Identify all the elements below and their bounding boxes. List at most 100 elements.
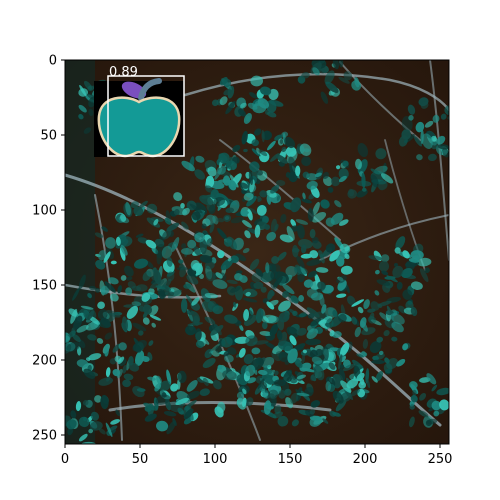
leaf — [371, 359, 385, 365]
leaf — [248, 170, 253, 185]
leaf — [306, 259, 322, 266]
leaf — [115, 409, 121, 417]
leaf — [87, 310, 95, 321]
leaf — [302, 192, 306, 200]
leaf — [66, 419, 77, 430]
leaf — [141, 356, 150, 362]
leaf — [83, 127, 92, 134]
leaf — [409, 404, 415, 410]
leaf — [284, 136, 296, 149]
leaf — [202, 377, 209, 386]
leaf — [278, 300, 291, 312]
leaf — [329, 330, 335, 337]
leaf — [132, 322, 147, 332]
leaf — [319, 294, 325, 307]
leaf — [287, 348, 298, 364]
leaf — [78, 433, 88, 442]
leaf — [419, 268, 429, 283]
leaf — [256, 205, 267, 216]
leaf — [86, 357, 91, 362]
leaf — [97, 319, 111, 329]
leaf — [362, 338, 369, 349]
leaf — [199, 388, 210, 397]
leaf — [273, 276, 283, 288]
leaf — [181, 221, 189, 230]
leaf — [330, 176, 341, 187]
leaf — [278, 351, 289, 362]
leaf — [254, 383, 264, 395]
leaf — [350, 389, 360, 397]
leaf — [232, 144, 241, 153]
leaf — [120, 244, 128, 256]
leaf — [241, 130, 248, 145]
detection-box-group: 0.89 — [94, 65, 185, 158]
leaf — [416, 257, 432, 267]
leaf — [432, 114, 440, 123]
leaf — [259, 86, 272, 96]
leaf — [257, 221, 268, 230]
leaf — [97, 309, 108, 320]
leaf — [75, 401, 82, 412]
leaf — [132, 339, 147, 352]
leaf — [188, 310, 201, 324]
leaf — [314, 172, 322, 178]
leaf — [370, 168, 381, 175]
leaf — [272, 411, 284, 419]
leaf — [282, 369, 293, 383]
leaf — [206, 238, 213, 247]
leaf — [116, 368, 123, 379]
leaf — [267, 140, 276, 151]
leaf — [289, 335, 297, 346]
leaf — [245, 364, 256, 377]
leaf — [88, 353, 102, 361]
leaf — [372, 355, 379, 361]
leaf — [202, 357, 216, 369]
leaf — [101, 226, 108, 232]
leaf — [271, 256, 280, 264]
leaf — [390, 313, 405, 325]
leaf — [420, 101, 429, 109]
leaf — [126, 276, 133, 281]
leaf — [410, 306, 418, 317]
leaf — [66, 342, 81, 352]
leaf — [156, 375, 162, 385]
leaf — [213, 197, 226, 206]
leaf — [260, 381, 268, 390]
leaf — [80, 305, 94, 310]
leaf — [76, 359, 89, 368]
leaf — [263, 400, 272, 415]
leaf — [317, 250, 324, 258]
leaf — [290, 392, 299, 404]
leaf — [125, 201, 131, 216]
leaf — [193, 246, 201, 256]
leaf — [244, 230, 251, 239]
leaf — [105, 367, 111, 378]
leaf — [156, 250, 163, 265]
leaf — [444, 105, 449, 116]
leaf — [424, 120, 434, 128]
leaf — [261, 129, 265, 143]
leaf — [228, 179, 237, 191]
leaf — [415, 121, 425, 133]
leaf — [131, 301, 142, 307]
leaf — [307, 270, 318, 278]
leaf — [448, 112, 449, 121]
left-foliage-band — [65, 60, 95, 444]
leaf — [266, 232, 277, 242]
leaf — [142, 317, 150, 325]
leaf — [324, 70, 335, 85]
leaf — [298, 295, 305, 302]
leaf — [236, 391, 245, 400]
leaf — [183, 408, 194, 420]
leaf — [181, 247, 193, 255]
x-tick-label: 200 — [353, 452, 378, 467]
leaf — [344, 253, 350, 260]
leaf — [409, 381, 418, 389]
leaf — [166, 420, 176, 435]
leaf — [242, 297, 258, 303]
leaf — [402, 250, 410, 259]
leaf — [73, 315, 83, 330]
leaf — [262, 215, 269, 224]
leaf — [356, 353, 364, 358]
leaf — [332, 390, 344, 404]
